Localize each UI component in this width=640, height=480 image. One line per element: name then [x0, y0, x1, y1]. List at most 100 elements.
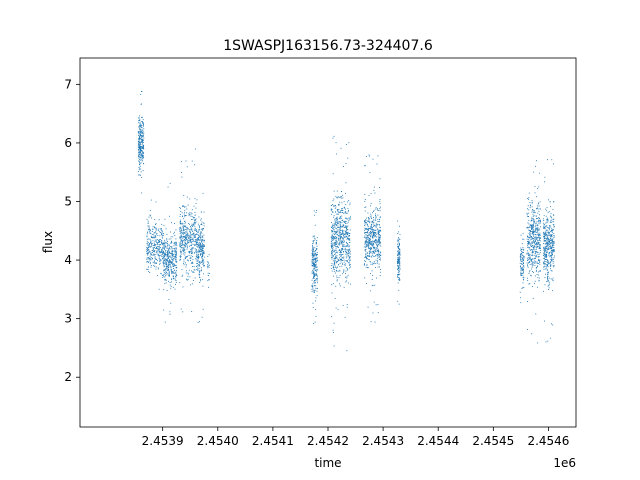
data-point — [199, 272, 201, 273]
data-point — [142, 116, 143, 118]
data-point — [315, 212, 317, 213]
data-point — [536, 242, 537, 244]
data-point — [315, 287, 317, 289]
data-point — [181, 161, 182, 163]
data-point — [376, 224, 378, 225]
data-point — [523, 249, 524, 251]
data-point — [313, 249, 314, 251]
data-point — [346, 227, 347, 229]
data-point — [549, 225, 551, 227]
data-point — [180, 219, 182, 221]
data-point — [370, 227, 372, 229]
data-point — [197, 258, 199, 260]
data-point — [201, 241, 203, 243]
data-point — [152, 245, 154, 247]
data-point — [195, 203, 197, 204]
data-point — [179, 214, 181, 215]
data-point — [339, 263, 341, 265]
data-point — [342, 231, 343, 233]
data-point — [175, 264, 177, 266]
data-point — [545, 246, 547, 248]
x-tick-label: 2.4539 — [142, 434, 184, 448]
data-point — [140, 132, 141, 134]
data-point — [313, 255, 315, 257]
data-point — [366, 235, 368, 237]
data-point — [174, 250, 176, 252]
data-point — [537, 271, 539, 273]
data-point — [543, 262, 544, 264]
data-point — [342, 212, 344, 213]
data-point — [547, 234, 548, 236]
data-point — [165, 253, 166, 255]
data-point — [146, 257, 148, 259]
data-point — [186, 239, 187, 240]
data-point — [199, 247, 201, 249]
data-point — [528, 238, 529, 240]
data-point — [373, 211, 374, 212]
data-point — [167, 251, 169, 253]
data-point — [311, 258, 313, 260]
data-point — [185, 257, 187, 258]
data-point — [534, 255, 536, 256]
data-point — [189, 241, 191, 243]
data-point — [528, 257, 530, 259]
data-point — [534, 192, 536, 194]
data-point — [545, 266, 547, 267]
data-point — [365, 257, 367, 258]
data-point — [199, 263, 201, 265]
data-point — [370, 261, 371, 263]
data-point — [314, 254, 316, 255]
data-point — [376, 224, 378, 226]
data-point — [543, 263, 545, 264]
data-point — [196, 242, 198, 243]
data-point — [379, 218, 380, 220]
data-point — [339, 230, 341, 231]
data-point — [139, 151, 141, 153]
data-point — [196, 242, 198, 244]
data-point — [347, 234, 348, 236]
data-point — [149, 232, 151, 234]
data-point — [143, 152, 144, 154]
data-point — [527, 259, 529, 261]
data-point — [337, 209, 339, 211]
data-point — [530, 246, 532, 247]
data-point — [152, 257, 153, 259]
data-point — [345, 213, 347, 214]
data-point — [197, 238, 198, 239]
data-point — [338, 235, 339, 237]
data-point — [364, 260, 365, 262]
data-point — [535, 237, 537, 239]
data-point — [201, 241, 202, 242]
data-point — [551, 235, 553, 236]
data-point — [183, 213, 185, 215]
data-point — [336, 218, 338, 220]
data-point — [153, 235, 155, 237]
data-point — [332, 223, 334, 225]
data-point — [312, 256, 314, 258]
data-point — [527, 257, 528, 259]
data-point — [163, 260, 165, 262]
data-point — [315, 273, 317, 274]
data-point — [344, 263, 346, 265]
data-point — [349, 256, 351, 258]
data-point — [162, 237, 163, 239]
data-point — [346, 267, 347, 269]
data-point — [338, 231, 340, 232]
data-point — [200, 235, 202, 236]
data-point — [532, 262, 534, 264]
data-point — [314, 264, 316, 266]
data-point — [550, 264, 551, 266]
data-point — [195, 229, 197, 231]
data-point — [159, 261, 161, 262]
data-point — [197, 257, 199, 259]
data-point — [370, 230, 371, 232]
data-point — [191, 225, 193, 226]
data-point — [337, 229, 339, 231]
data-point — [197, 244, 199, 246]
data-point — [528, 253, 530, 255]
data-point — [170, 287, 172, 289]
data-point — [175, 244, 176, 246]
data-point — [203, 222, 205, 224]
data-point — [377, 252, 379, 254]
data-point — [543, 240, 545, 242]
